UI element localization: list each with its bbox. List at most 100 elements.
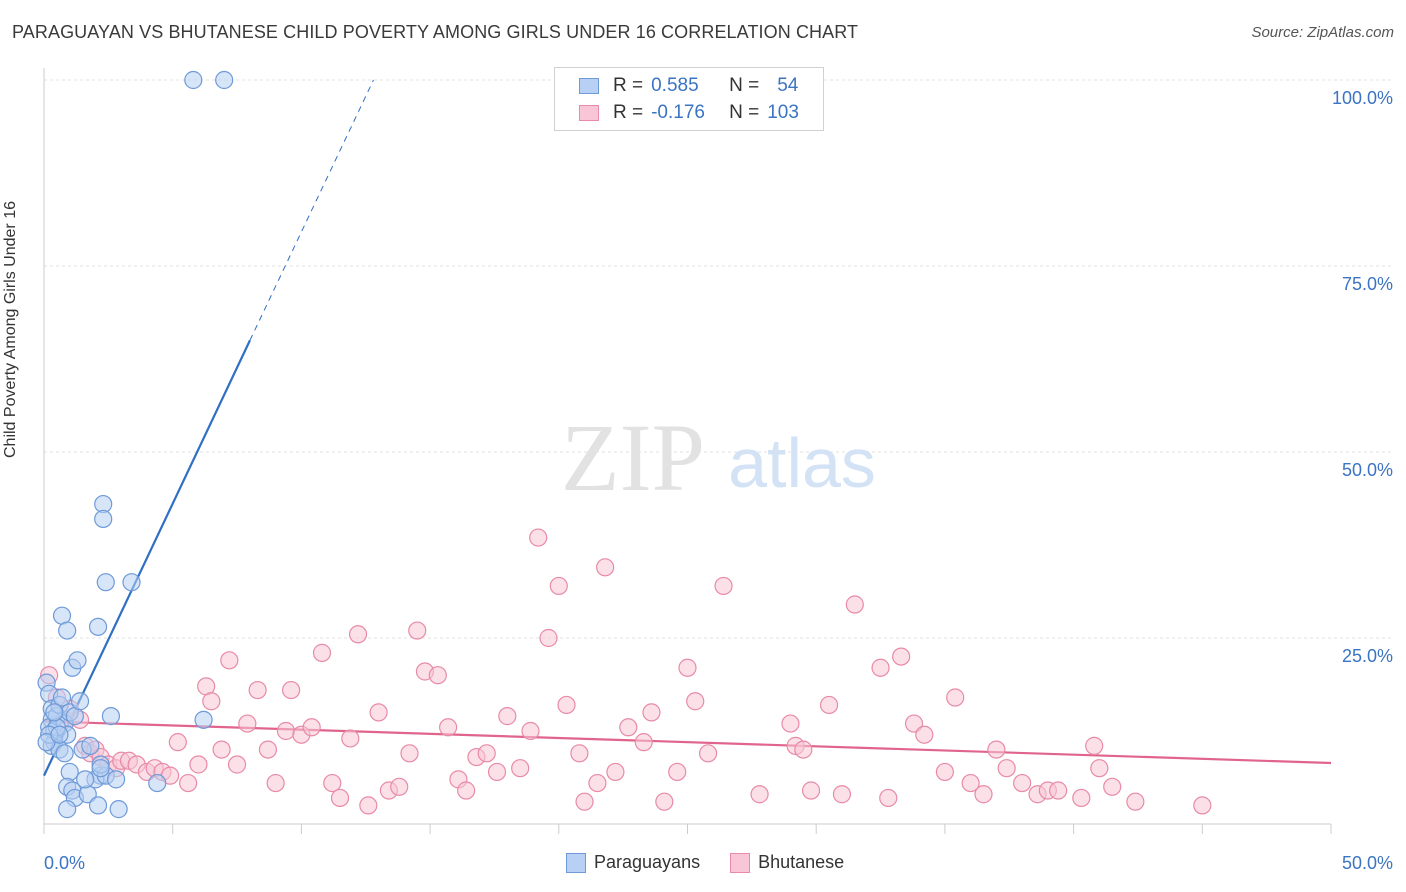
point-bhutanese — [330, 788, 350, 808]
point-paraguayans — [58, 800, 77, 819]
point-bhutanese — [915, 725, 934, 744]
watermark: ZIP atlas — [561, 404, 876, 511]
point-bhutanese — [348, 625, 368, 644]
point-bhutanese — [961, 773, 980, 793]
point-bhutanese — [904, 714, 924, 733]
point-bhutanese — [498, 707, 517, 726]
legend-r-label: R = — [613, 102, 644, 123]
y-tick-label: 25.0% — [1342, 646, 1393, 666]
point-paraguayans — [94, 509, 113, 529]
point-paraguayans — [45, 703, 64, 722]
point-bhutanese — [974, 785, 993, 804]
point-bhutanese — [634, 733, 653, 752]
point-bhutanese — [428, 666, 447, 685]
point-paraguayans — [58, 621, 77, 640]
legend-n-label: N = — [729, 75, 760, 96]
x-tick-label: 0.0% — [44, 853, 85, 873]
point-bhutanese — [400, 744, 419, 763]
point-paraguayans — [101, 707, 121, 726]
point-bhutanese — [511, 759, 530, 778]
grid-lines — [44, 79, 1394, 639]
point-paraguayans — [122, 573, 141, 592]
point-bhutanese — [312, 643, 332, 662]
point-paraguayans — [70, 692, 90, 711]
point-bhutanese — [686, 692, 705, 711]
legend-r-label: R = — [613, 75, 644, 96]
legend-r-value: 0.585 — [651, 75, 699, 96]
point-bhutanese — [570, 744, 589, 763]
point-bhutanese — [871, 658, 890, 677]
point-paraguayans — [52, 688, 72, 707]
point-bhutanese — [258, 740, 278, 759]
point-paraguayans — [68, 651, 87, 670]
y-tick-label: 75.0% — [1342, 274, 1393, 294]
point-bhutanese — [369, 703, 388, 722]
series-legend-bhutanese: Bhutanese — [730, 852, 844, 873]
point-bhutanese — [323, 773, 342, 793]
y-tick-label: 50.0% — [1342, 460, 1393, 480]
legend-n-label: N = — [729, 102, 760, 123]
point-paraguayans — [91, 759, 110, 778]
point-bhutanese — [668, 762, 687, 782]
series-swatch-bhutanese — [730, 852, 751, 873]
y-axis-label-text: Child Poverty Among Girls Under 16 — [2, 201, 19, 458]
point-bhutanese — [832, 785, 852, 804]
series-label-bhutanese: Bhutanese — [758, 852, 845, 872]
point-paraguayans — [194, 710, 213, 729]
point-paraguayans — [50, 725, 69, 744]
point-bhutanese — [529, 528, 548, 547]
point-bhutanese — [575, 792, 594, 811]
point-bhutanese — [794, 740, 813, 759]
point-bhutanese — [997, 759, 1016, 778]
point-bhutanese — [539, 628, 558, 648]
point-bhutanese — [276, 721, 296, 741]
point-bhutanese — [619, 718, 638, 737]
y-axis-label: Child Poverty Among Girls Under 16 — [2, 201, 20, 458]
point-paraguayans — [106, 770, 126, 789]
chart-title: PARAGUAYAN VS BHUTANESE CHILD POVERTY AM… — [12, 22, 859, 42]
point-bhutanese — [606, 762, 625, 782]
point-bhutanese — [946, 688, 965, 707]
point-paraguayans — [88, 617, 108, 636]
point-bhutanese — [168, 733, 187, 752]
point-bhutanese — [202, 692, 221, 711]
data-points — [37, 70, 1212, 819]
point-paraguayans — [215, 70, 234, 90]
point-bhutanese — [1013, 773, 1032, 793]
point-paraguayans — [76, 770, 95, 789]
point-bhutanese — [549, 576, 568, 596]
point-bhutanese — [390, 777, 409, 796]
point-paraguayans — [88, 796, 108, 815]
point-bhutanese — [282, 680, 301, 700]
point-bhutanese — [1090, 759, 1109, 778]
point-bhutanese — [521, 721, 540, 741]
point-bhutanese — [642, 703, 661, 722]
watermark-zip: ZIP — [561, 404, 705, 511]
point-bhutanese — [1085, 736, 1104, 755]
point-bhutanese — [935, 762, 955, 782]
point-bhutanese — [596, 558, 615, 577]
point-bhutanese — [248, 680, 267, 700]
point-bhutanese — [892, 647, 911, 666]
stats-legend: R = 0.585 N = 54 R = -0.176 N = 103 — [554, 67, 824, 131]
point-bhutanese — [845, 595, 864, 614]
point-bhutanese — [227, 755, 247, 774]
point-bhutanese — [439, 718, 458, 737]
legend-r-value: -0.176 — [651, 102, 705, 123]
tick-labels: 25.0% 50.0% 75.0% 100.0% 0.0% 50.0% — [44, 88, 1393, 873]
point-bhutanese — [750, 785, 769, 804]
legend-swatch-paraguayans — [579, 78, 599, 94]
point-bhutanese — [557, 695, 576, 715]
watermark-atlas: atlas — [728, 424, 876, 502]
point-bhutanese — [359, 796, 378, 815]
series-legend: Paraguayans Bhutanese — [566, 852, 874, 873]
series-legend-paraguayans: Paraguayans — [566, 852, 700, 873]
point-bhutanese — [1049, 781, 1068, 800]
point-paraguayans — [60, 762, 79, 782]
legend-row-bhutanese: R = -0.176 N = 103 — [579, 101, 799, 125]
point-bhutanese — [781, 714, 800, 733]
point-bhutanese — [212, 740, 231, 759]
point-bhutanese — [714, 576, 733, 596]
point-paraguayans — [109, 800, 128, 819]
